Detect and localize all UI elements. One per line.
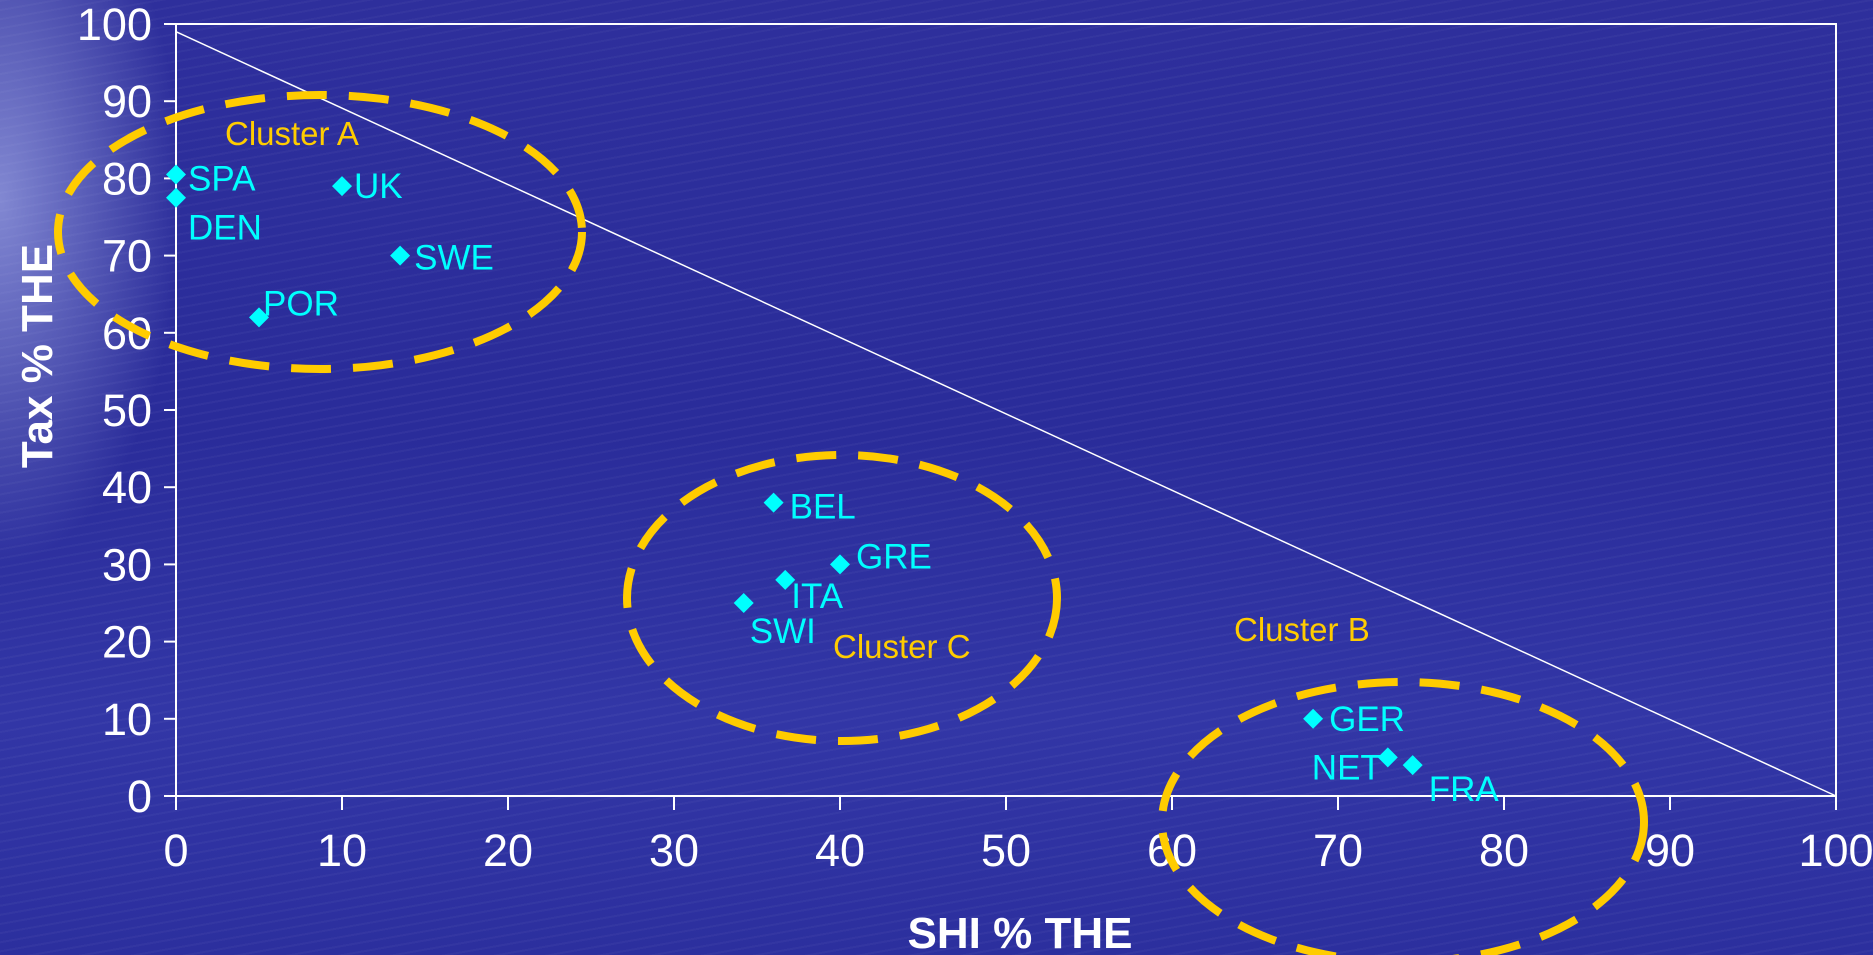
point-label: GRE bbox=[856, 537, 932, 576]
x-tick-label: 90 bbox=[1645, 825, 1695, 876]
point-label: FRA bbox=[1429, 770, 1500, 809]
x-tick-label: 80 bbox=[1479, 825, 1529, 876]
cluster-ellipse bbox=[54, 91, 586, 373]
reference-line bbox=[175, 31, 1837, 797]
point-label: SWI bbox=[750, 612, 816, 651]
x-tick-label: 50 bbox=[981, 825, 1031, 876]
point-label: SPA bbox=[188, 160, 256, 199]
y-tick-label: 80 bbox=[102, 153, 152, 204]
x-axis-title: SHI % THE bbox=[908, 909, 1133, 955]
point-label: NET bbox=[1312, 748, 1382, 787]
data-point bbox=[390, 245, 411, 266]
data-point bbox=[1377, 747, 1398, 768]
point-label: ITA bbox=[791, 577, 844, 616]
y-tick-label: 90 bbox=[102, 76, 152, 127]
point-label: GER bbox=[1329, 700, 1405, 739]
x-tick-label: 40 bbox=[815, 825, 865, 876]
cluster-ellipse bbox=[1158, 678, 1648, 955]
cluster-label: Cluster B bbox=[1234, 611, 1370, 648]
point-label: BEL bbox=[790, 488, 856, 527]
data-point bbox=[249, 307, 269, 328]
y-tick-label: 30 bbox=[102, 539, 152, 590]
x-tick-label: 0 bbox=[163, 825, 188, 876]
point-label: DEN bbox=[188, 209, 262, 248]
data-point bbox=[332, 176, 352, 197]
plot-area-frame bbox=[175, 23, 1837, 797]
y-tick-label: 10 bbox=[102, 694, 152, 745]
y-tick-label: 0 bbox=[127, 771, 152, 822]
cluster-label: Cluster A bbox=[225, 115, 359, 152]
point-label: POR bbox=[263, 284, 339, 323]
y-tick-label: 70 bbox=[102, 231, 152, 282]
x-tick-label: 100 bbox=[1798, 825, 1873, 876]
y-axis-title: Tax % THE bbox=[13, 244, 62, 468]
x-tick-label: 30 bbox=[649, 825, 699, 876]
x-tick-label: 20 bbox=[483, 825, 533, 876]
data-point bbox=[1402, 755, 1423, 776]
data-point bbox=[1303, 708, 1324, 729]
data-point bbox=[733, 593, 754, 613]
data-point bbox=[775, 569, 796, 590]
y-tick-label: 20 bbox=[102, 617, 152, 668]
x-tick-label: 70 bbox=[1313, 825, 1363, 876]
point-label: SWE bbox=[414, 239, 494, 278]
data-point bbox=[830, 554, 850, 575]
y-tick-label: 100 bbox=[77, 0, 152, 50]
point-label: UK bbox=[354, 167, 403, 206]
x-tick-label: 10 bbox=[317, 825, 367, 876]
cluster-ellipse bbox=[623, 451, 1061, 745]
cluster-label: Cluster C bbox=[833, 628, 971, 665]
y-tick-label: 50 bbox=[102, 385, 152, 436]
data-point bbox=[166, 164, 186, 185]
data-point bbox=[166, 187, 186, 208]
y-tick-label: 40 bbox=[102, 462, 152, 513]
data-point bbox=[763, 492, 784, 513]
